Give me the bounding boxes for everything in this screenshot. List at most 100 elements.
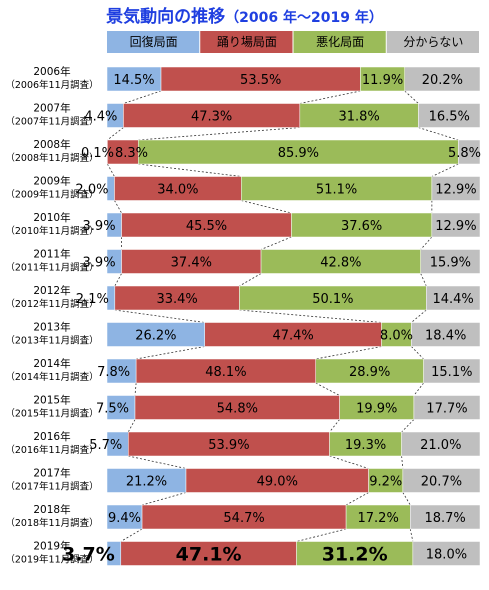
legend-swatch-3 (293, 31, 386, 53)
data-label: 16.5% (429, 110, 470, 125)
connector-line (114, 200, 122, 214)
bar-segment (458, 139, 481, 165)
data-label: 9.4% (108, 511, 141, 526)
bar-segment (418, 103, 481, 128)
connector-line (404, 90, 419, 104)
connector-line (239, 273, 262, 287)
data-label: 20.2% (422, 73, 463, 88)
data-label: 18.0% (426, 548, 467, 563)
bar-segment (420, 249, 481, 274)
data-label: 7.5% (96, 402, 129, 417)
data-label: 85.9% (278, 146, 319, 161)
data-label: 26.2% (135, 329, 176, 344)
connector-line (402, 492, 411, 506)
bar-segment (431, 212, 481, 238)
connector-line (413, 382, 424, 396)
category-survey-label: （2014年11月調査） (5, 371, 98, 383)
bar-segment (381, 322, 412, 347)
data-label: 34.0% (157, 183, 198, 198)
connector-line (107, 163, 115, 177)
bar-segment (107, 139, 139, 165)
connector-line (420, 273, 427, 287)
bar-segment (426, 285, 481, 311)
bar-segment (106, 395, 136, 420)
data-label: 53.9% (208, 438, 249, 453)
data-label: 42.8% (320, 256, 361, 271)
data-label: 17.7% (426, 402, 467, 417)
data-label: 15.9% (430, 256, 471, 271)
connector-line (127, 419, 136, 433)
data-label: 49.0% (257, 475, 298, 490)
connector-line (420, 236, 433, 250)
connector-line (418, 127, 459, 141)
data-label: 47.3% (191, 110, 232, 125)
data-label: 21.0% (420, 438, 461, 453)
category-year-label: 2011年 (33, 248, 70, 261)
data-label: 28.9% (349, 365, 390, 380)
data-label: 11.9% (362, 73, 403, 88)
category-year-label: 2016年 (33, 430, 70, 443)
connector-line (345, 492, 369, 506)
bar-segment (106, 358, 137, 384)
bar-segment (138, 139, 459, 165)
bar-segment (239, 285, 427, 311)
legend-swatch-2 (200, 31, 293, 53)
data-label: 5.8% (448, 146, 481, 161)
bar-segment (368, 468, 404, 493)
category-survey-label: （2019年11月調査） (5, 554, 98, 566)
connector-line (260, 236, 292, 250)
bar-segment (241, 176, 433, 201)
data-label: 3.9% (83, 219, 116, 234)
bar-segment (339, 395, 415, 420)
category-year-label: 2012年 (33, 284, 70, 297)
data-label: 9.2% (369, 475, 402, 490)
category-year-label: 2006年 (33, 65, 70, 78)
bar-segment (296, 541, 414, 566)
category-survey-label: （2010年11月調査） (5, 225, 98, 237)
data-label: 45.5% (186, 219, 227, 234)
connector-line (401, 419, 415, 433)
category-year-label: 2018年 (33, 503, 70, 516)
category-survey-label: （2018年11月調査） (5, 517, 98, 529)
bar-segment (291, 212, 433, 238)
data-label: 54.8% (217, 402, 258, 417)
bar-segment (431, 176, 481, 201)
legend-swatch-4 (386, 31, 479, 53)
bar-segment (141, 504, 347, 530)
connector-line (401, 455, 404, 469)
connector-line (315, 382, 340, 396)
connector-line (431, 163, 459, 177)
connector-line (114, 273, 122, 287)
data-label: 50.1% (312, 292, 353, 307)
legend-label-1: 回復局面 (130, 34, 178, 49)
data-label: 47.1% (176, 544, 242, 566)
bar-segment (123, 103, 301, 128)
data-label: 8.3% (115, 146, 148, 161)
data-label: 47.4% (272, 329, 313, 344)
category-year-label: 2009年 (33, 175, 70, 188)
data-label: 0.1% (81, 146, 114, 161)
category-survey-label: （2015年11月調査） (5, 408, 98, 420)
data-label: 18.4% (425, 329, 466, 344)
legend-label-3: 悪化局面 (316, 35, 364, 49)
connector-line (141, 492, 187, 506)
data-label: 15.1% (431, 365, 472, 380)
bar-segment (404, 66, 481, 92)
bar-segment (185, 468, 369, 493)
data-label: 2.0% (75, 183, 108, 198)
category-survey-label: （2013年11月調査） (5, 335, 98, 347)
bar-segment (160, 66, 361, 92)
connector-line (329, 419, 340, 433)
bar-segment (121, 212, 292, 238)
bar-segment (315, 358, 424, 384)
bar-segment (412, 541, 481, 566)
data-label: 19.3% (345, 438, 386, 453)
category-survey-label: （2016年11月調査） (5, 444, 98, 456)
category-year-label: 2007年 (33, 102, 70, 115)
data-label: 20.7% (421, 475, 462, 490)
data-label: 31.8% (338, 110, 379, 125)
data-label: 48.1% (205, 365, 246, 380)
category-survey-label: （2008年11月調査） (5, 152, 98, 164)
connector-line (114, 309, 205, 323)
legend-label-4: 分からない (403, 35, 463, 49)
